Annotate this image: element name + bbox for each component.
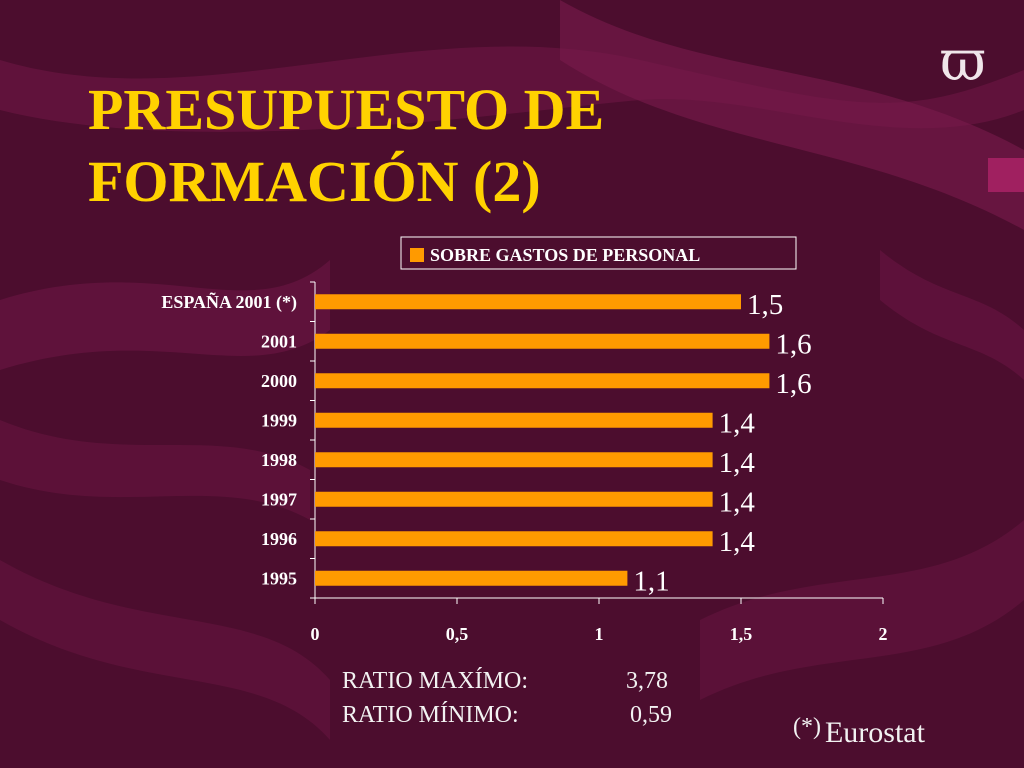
bar xyxy=(315,452,713,468)
ratio-max-label: RATIO MAXÍMO: xyxy=(342,668,528,694)
bar xyxy=(315,333,770,349)
ratio-min-label: RATIO MÍNIMO: xyxy=(342,702,519,728)
legend-swatch xyxy=(410,248,424,262)
category-label: 1998 xyxy=(261,450,297,470)
bar-value-label: 1,5 xyxy=(747,289,783,321)
title-line-2: FORMACIÓN (2) xyxy=(88,149,541,214)
legend-box xyxy=(400,236,797,270)
x-tick-label: 0,5 xyxy=(446,624,469,644)
ratio-max-value: 3,78 xyxy=(626,668,668,694)
bar-value-label: 1,4 xyxy=(719,486,756,518)
bar-value-label: 1,4 xyxy=(719,526,756,558)
x-tick-label: 0 xyxy=(311,624,320,644)
bar-value-label: 1,6 xyxy=(775,328,811,360)
source-note: (*) Eurostat xyxy=(793,714,925,750)
category-label: 1996 xyxy=(261,529,297,549)
bar-value-label: 1,1 xyxy=(633,565,669,597)
x-tick-label: 1,5 xyxy=(730,624,753,644)
bar-value-label: 1,4 xyxy=(719,447,756,479)
legend-label: SOBRE GASTOS DE PERSONAL xyxy=(430,245,700,265)
bar xyxy=(315,531,713,547)
category-label: 2001 xyxy=(261,331,297,351)
category-label: 2000 xyxy=(261,371,297,391)
source-note-text: Eurostat xyxy=(824,716,925,749)
page-title: PRESUPUESTO DE FORMACIÓN (2) xyxy=(88,74,604,218)
category-label: 1999 xyxy=(261,410,297,430)
x-tick-label: 1 xyxy=(595,624,604,644)
bar xyxy=(315,294,741,310)
bar xyxy=(315,373,770,389)
title-line-1: PRESUPUESTO DE xyxy=(88,77,605,142)
ratio-min-value: 0,59 xyxy=(630,702,672,728)
category-label: 1995 xyxy=(261,568,297,588)
bar xyxy=(315,491,713,507)
source-note-mark: (*) xyxy=(793,714,821,740)
bar xyxy=(315,570,628,586)
bar-value-label: 1,4 xyxy=(719,407,756,439)
category-label: ESPAÑA 2001 (*) xyxy=(161,291,297,313)
category-label: 1997 xyxy=(261,489,297,509)
bar-value-label: 1,6 xyxy=(775,368,811,400)
omega-logo-icon: ϖ xyxy=(940,29,986,94)
bar xyxy=(315,412,713,428)
x-tick-label: 2 xyxy=(879,624,888,644)
